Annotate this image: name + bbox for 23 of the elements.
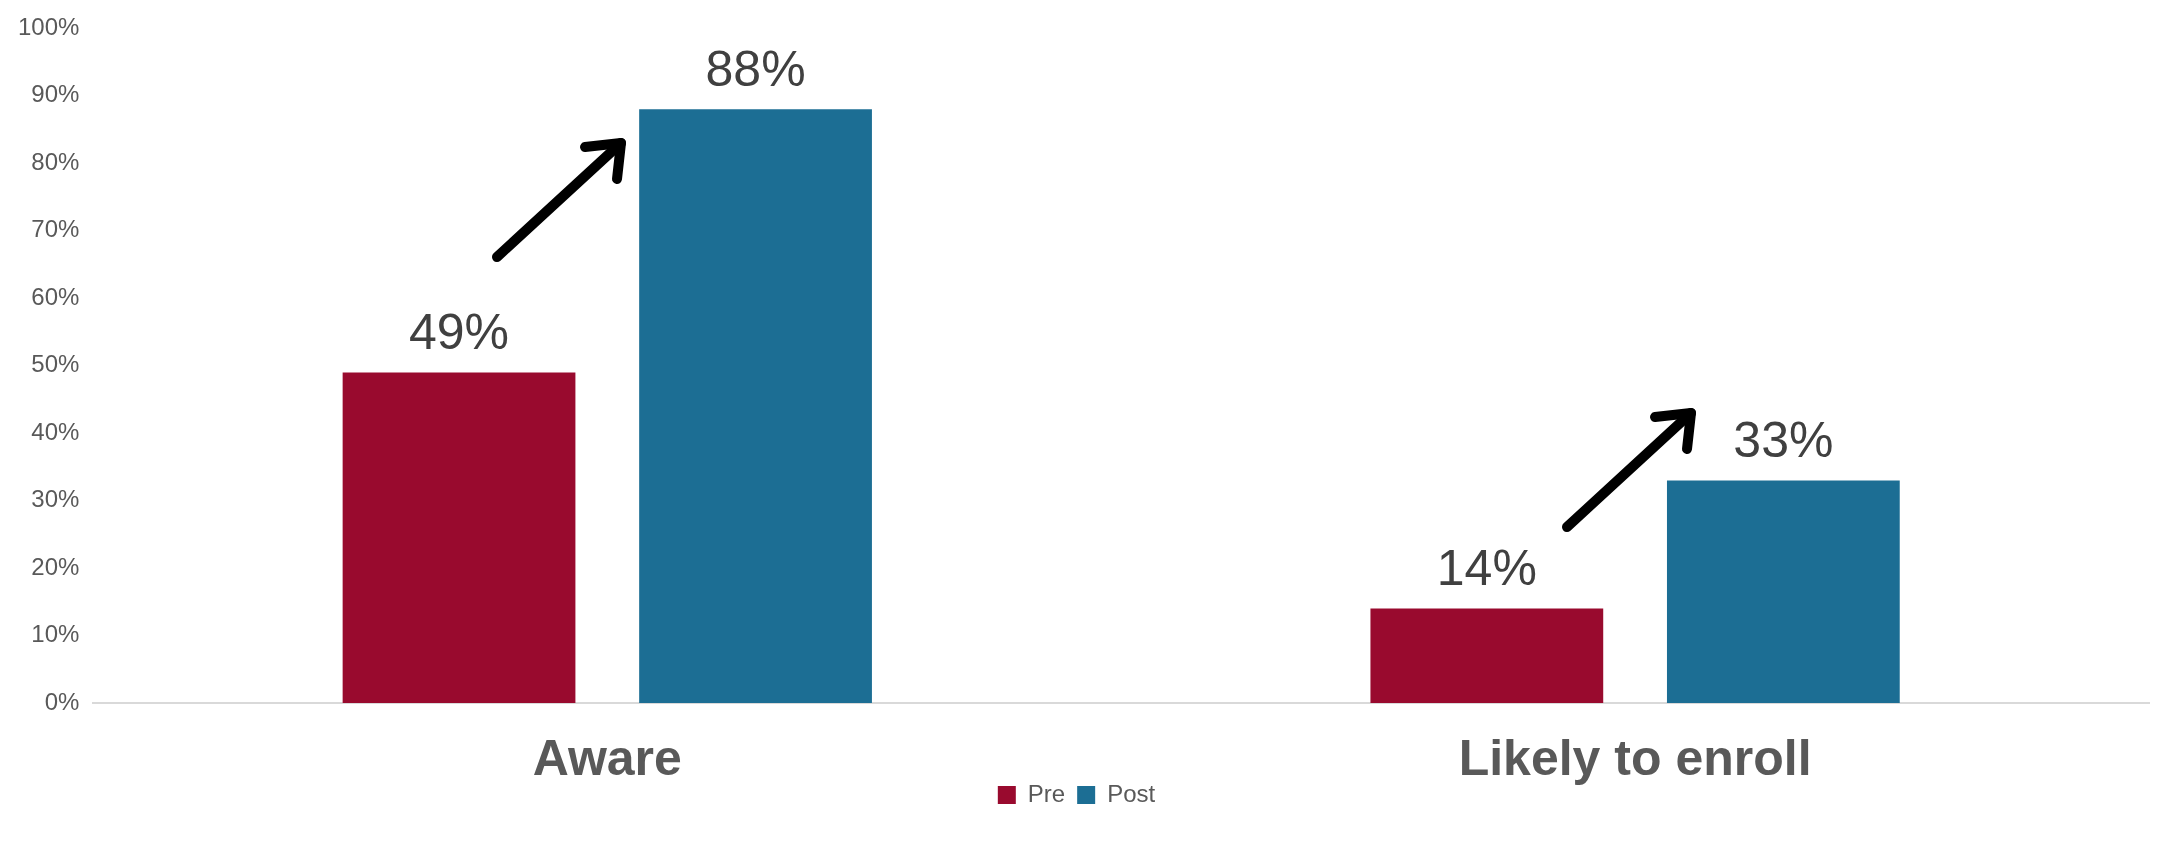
bar [1370,608,1604,703]
legend-label: Post [1107,779,1156,807]
y-tick-label: 20% [31,552,80,580]
data-label: 14% [1436,540,1537,597]
y-tick-label: 40% [31,417,80,445]
y-tick-label: 80% [31,147,80,175]
data-label: 33% [1733,412,1834,469]
x-tick-label: Aware [532,729,682,786]
y-tick-label: 10% [31,620,80,648]
bar [342,372,576,703]
y-tick-label: 70% [31,215,80,243]
x-tick-label: Likely to enroll [1458,729,1812,786]
bar [1666,480,1900,703]
data-label: 88% [705,41,806,98]
bar [639,109,872,703]
y-tick-label: 30% [31,485,80,513]
y-tick-label: 50% [31,350,80,378]
y-tick-label: 100% [17,13,80,41]
data-label: 49% [408,304,510,361]
legend-label: Pre [1027,779,1066,807]
y-tick-label: 60% [31,282,80,310]
y-tick-label: 90% [31,80,80,108]
y-tick-label: 0% [44,687,80,715]
